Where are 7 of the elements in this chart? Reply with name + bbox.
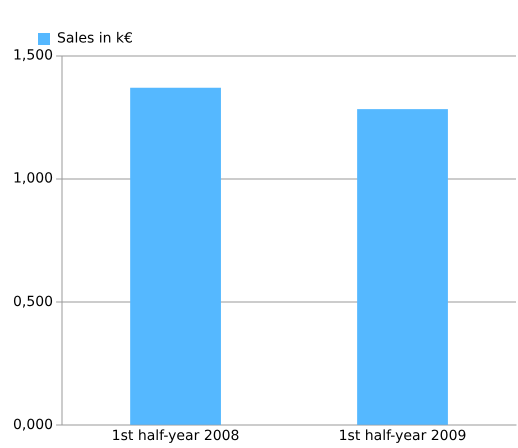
y-tick-label: 0,000 [12, 416, 54, 433]
x-tick-label: 1st half-year 2009 [338, 428, 466, 444]
legend-label: Sales in k€ [57, 30, 133, 47]
x-tick-label: 1st half-year 2008 [112, 428, 240, 444]
y-tick-label: 1,000 [12, 170, 54, 187]
y-tick-label: 1,500 [12, 48, 54, 64]
y-tick-label: 0,500 [12, 294, 54, 310]
